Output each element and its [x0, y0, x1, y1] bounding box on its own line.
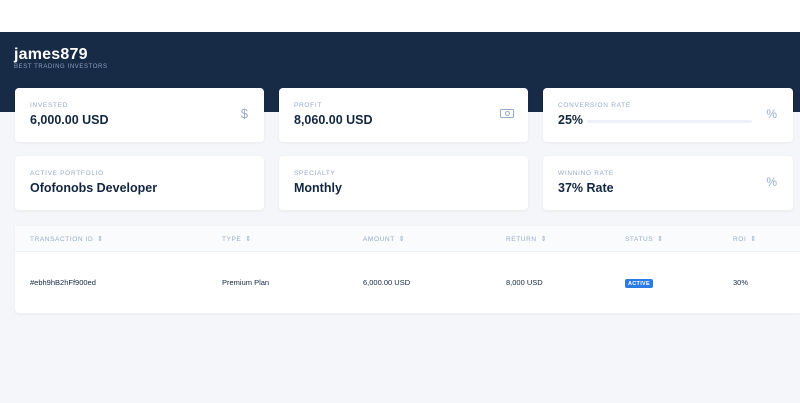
- specialty-value: Monthly: [294, 181, 342, 195]
- dollar-icon: $: [240, 106, 248, 121]
- cash-icon: [500, 109, 514, 118]
- top-bar: [0, 0, 800, 32]
- tagline: BEST TRADING INVESTORS: [14, 64, 108, 70]
- percent-icon: %: [766, 107, 777, 121]
- transactions-table: TRANSACTION ID ⇕ TYPE ⇕ AMOUNT ⇕ RETURN ⇕ ST…: [15, 226, 800, 313]
- conversion-rate-value: 25%: [558, 113, 584, 127]
- winning-rate-label: WINNING RATE: [558, 170, 614, 177]
- active-portfolio-label: ACTIVE PORTFOLIO: [30, 170, 104, 177]
- sort-icon: ⇕: [540, 236, 548, 243]
- column-header-label: TYPE: [222, 236, 242, 243]
- invested-card: INVESTED 6,000.00 USD $: [15, 88, 264, 142]
- winning-rate-card: WINNING RATE 37% Rate %: [543, 156, 793, 210]
- column-header-label: TRANSACTION ID: [30, 236, 94, 243]
- winning-rate-value: 37% Rate: [558, 181, 614, 195]
- transaction-id-cell: #ebh9hB2hFf900ed: [30, 278, 96, 287]
- sort-icon: ⇕: [245, 236, 252, 243]
- specialty-card: SPECIALTY Monthly: [279, 156, 528, 210]
- profit-label: PROFIT: [294, 102, 323, 109]
- table-header: TRANSACTION ID ⇕ TYPE ⇕ AMOUNT ⇕ RETURN ⇕ ST…: [15, 226, 800, 252]
- column-header-status[interactable]: STATUS ⇕: [625, 235, 664, 243]
- sort-icon: ⇕: [398, 236, 406, 243]
- sort-icon: ⇕: [97, 236, 104, 243]
- username-title: james879: [14, 46, 88, 63]
- sort-icon: ⇕: [750, 236, 757, 243]
- return-cell: 8,000 USD: [506, 278, 543, 287]
- invested-label: INVESTED: [30, 102, 69, 109]
- column-header-return[interactable]: RETURN ⇕: [506, 235, 547, 243]
- column-header-amount[interactable]: AMOUNT ⇕: [363, 235, 405, 243]
- column-header-roi[interactable]: ROI ⇕: [733, 235, 757, 243]
- column-header-label: STATUS: [625, 236, 654, 243]
- conversion-progress-bar: [587, 120, 752, 123]
- column-header-transaction-id[interactable]: TRANSACTION ID ⇕: [30, 235, 104, 243]
- amount-cell: 6,000.00 USD: [363, 278, 411, 287]
- column-header-type[interactable]: TYPE ⇕: [222, 235, 252, 243]
- conversion-rate-label: CONVERSION RATE: [558, 102, 631, 109]
- active-portfolio-card: ACTIVE PORTFOLIO Ofofonobs Developer: [15, 156, 264, 210]
- profit-value: 8,060.00 USD: [294, 113, 373, 127]
- column-header-label: ROI: [733, 236, 747, 243]
- roi-cell: 30%: [733, 278, 749, 287]
- column-header-label: RETURN: [506, 236, 537, 243]
- sort-icon: ⇕: [657, 236, 664, 243]
- status-badge: ACTIVE: [625, 279, 653, 288]
- type-cell: Premium Plan: [222, 278, 270, 287]
- specialty-label: SPECIALTY: [294, 170, 336, 177]
- profit-card: PROFIT 8,060.00 USD: [279, 88, 528, 142]
- invested-value: 6,000.00 USD: [30, 113, 109, 127]
- percent-icon: %: [766, 175, 777, 189]
- conversion-rate-card: CONVERSION RATE 25% %: [543, 88, 793, 142]
- active-portfolio-value: Ofofonobs Developer: [30, 181, 158, 195]
- column-header-label: AMOUNT: [363, 236, 395, 243]
